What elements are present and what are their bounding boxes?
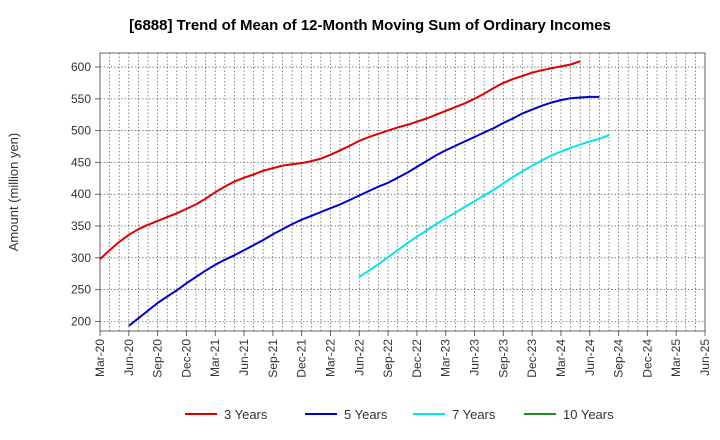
x-tick-label: Sep-21 xyxy=(266,339,280,378)
x-tick-label: Mar-23 xyxy=(439,339,453,377)
x-tick-label: Sep-22 xyxy=(381,339,395,378)
x-tick-label: Sep-23 xyxy=(496,339,510,378)
x-tick-label: Jun-23 xyxy=(468,339,482,376)
legend-label: 7 Years xyxy=(452,407,496,422)
grid xyxy=(99,53,706,331)
x-tick-label: Jun-21 xyxy=(237,339,251,376)
legend-label: 3 Years xyxy=(224,407,268,422)
x-tick-label: Dec-22 xyxy=(410,339,424,378)
y-tick-label: 550 xyxy=(71,92,91,106)
y-tick-label: 250 xyxy=(71,283,91,297)
x-tick-label: Dec-23 xyxy=(525,339,539,378)
x-tick-label: Mar-22 xyxy=(323,339,337,377)
x-tick-label: Dec-21 xyxy=(295,339,309,378)
x-tick-label: Jun-24 xyxy=(583,339,597,376)
legend-label: 10 Years xyxy=(563,407,614,422)
legend-item: 7 Years xyxy=(413,407,496,422)
y-tick-labels: 200 250 300 350 400 450 500 550 600 xyxy=(71,60,100,328)
x-tick-label: Sep-20 xyxy=(151,339,165,378)
legend: 3 Years 5 Years 7 Years 10 Years xyxy=(185,407,614,422)
series-line-3-years xyxy=(99,60,581,260)
y-tick-label: 200 xyxy=(71,314,91,328)
legend-label: 5 Years xyxy=(344,407,388,422)
x-tick-label: Mar-20 xyxy=(93,339,107,377)
x-tick-label: Sep-24 xyxy=(612,339,626,378)
y-tick-label: 400 xyxy=(71,187,91,201)
legend-item: 5 Years xyxy=(305,407,388,422)
y-tick-label: 450 xyxy=(71,155,91,169)
y-tick-label: 500 xyxy=(71,124,91,138)
x-tick-label: Jun-25 xyxy=(698,339,712,376)
x-tick-label: Dec-20 xyxy=(179,339,193,378)
x-tick-label: Mar-25 xyxy=(669,339,683,377)
legend-item: 3 Years xyxy=(185,407,268,422)
y-tick-label: 600 xyxy=(71,60,91,74)
x-tick-label: Mar-24 xyxy=(554,339,568,377)
y-axis-label: Amount (million yen) xyxy=(6,133,21,252)
series-line-7-years xyxy=(358,134,610,278)
y-tick-label: 350 xyxy=(71,219,91,233)
series-layer xyxy=(99,60,610,327)
x-tick-label: Jun-22 xyxy=(352,339,366,376)
x-tick-labels: Mar-20 Jun-20 Sep-20 Dec-20 Mar-21 Jun-21 Sep-… xyxy=(93,331,712,378)
legend-item: 10 Years xyxy=(524,407,614,422)
x-tick-label: Jun-20 xyxy=(122,339,136,376)
y-tick-label: 300 xyxy=(71,251,91,265)
chart-title: [6888] Trend of Mean of 12-Month Moving … xyxy=(129,17,611,34)
series-line-5-years xyxy=(128,95,600,327)
x-tick-label: Dec-24 xyxy=(640,339,654,378)
x-tick-label: Mar-21 xyxy=(208,339,222,377)
plot-area xyxy=(99,52,706,332)
